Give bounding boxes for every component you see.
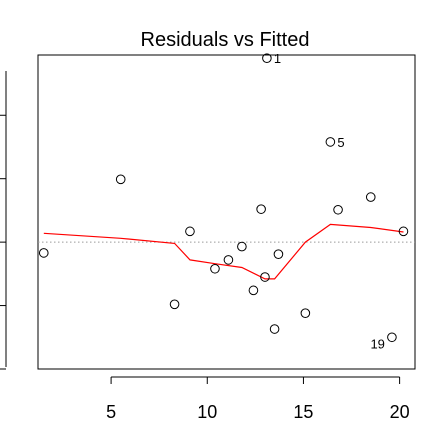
data-point — [300, 308, 311, 318]
y-tick-label: 2 — [0, 111, 2, 120]
data-point — [269, 324, 280, 334]
point-label: 5 — [337, 135, 344, 150]
data-point — [237, 241, 247, 252]
x-tick-label: 5 — [106, 402, 116, 422]
x-tick-label: 15 — [293, 402, 313, 422]
point-label: 19 — [370, 336, 384, 351]
data-point — [115, 174, 126, 185]
data-point — [325, 137, 336, 147]
data-point — [262, 53, 272, 63]
data-point — [333, 204, 343, 215]
data-point — [223, 255, 234, 265]
x-axis: 5 10 15 20 — [106, 376, 410, 422]
y-tick-label: 1 — [0, 174, 2, 183]
y-axis: -2 -1 0 1 2 — [0, 71, 7, 376]
chart-title: Residuals vs Fitted — [141, 29, 310, 51]
data-point — [256, 204, 266, 214]
y-tick-label: 0 — [0, 238, 2, 247]
point-label: 1 — [274, 51, 281, 66]
y-tick-label: -2 — [0, 362, 2, 376]
data-point — [169, 299, 180, 310]
data-point — [248, 285, 259, 296]
data-point — [38, 248, 49, 258]
data-point — [210, 263, 220, 274]
data-point — [273, 249, 284, 259]
plot-frame — [37, 54, 416, 370]
data-point — [387, 332, 397, 343]
y-tick-label: -1 — [0, 298, 2, 312]
data-point — [365, 192, 376, 202]
smoother-line — [43, 223, 404, 280]
x-tick-label: 10 — [197, 402, 217, 422]
x-tick-label: 20 — [390, 402, 410, 422]
data-point — [260, 272, 270, 282]
data-point — [185, 226, 195, 237]
data-point — [398, 226, 409, 237]
